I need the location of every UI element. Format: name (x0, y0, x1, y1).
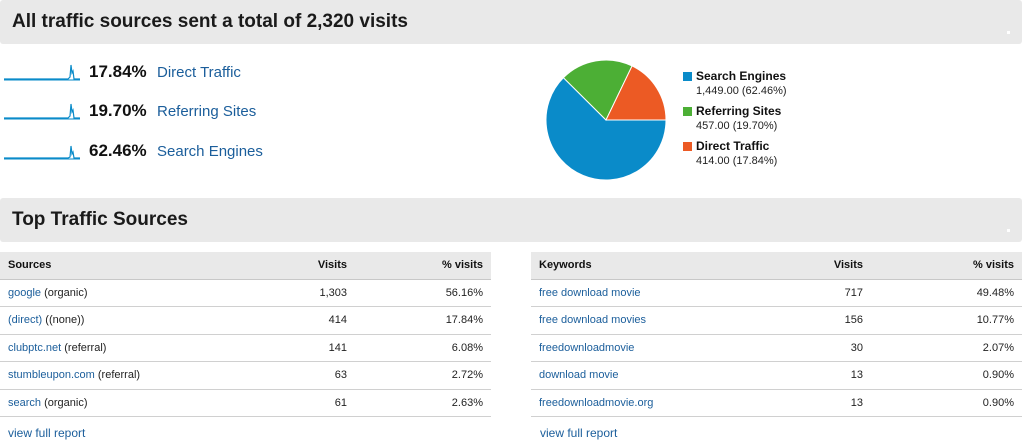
legend-value: 414.00 (17.84%) (696, 155, 778, 167)
table-row: search (organic) 61 2.63% (0, 389, 491, 417)
table-row: clubptc.net (referral) 141 6.08% (0, 334, 491, 362)
header-corner-marker (1007, 31, 1010, 34)
table-row: free download movies 156 10.77% (531, 306, 1022, 335)
visits-cell: 156 (791, 306, 871, 335)
summary-row-referring: 19.70% Referring Sites (4, 100, 304, 124)
legend-swatch (683, 142, 692, 151)
summary-link-search-engines[interactable]: Search Engines (157, 143, 263, 160)
source-medium: (organic) (41, 286, 88, 299)
source-link[interactable]: google (8, 286, 42, 299)
visits-cell: 13 (791, 389, 871, 417)
source-cell: (direct) ((none)) (0, 306, 260, 335)
keyword-cell: free download movies (531, 306, 791, 335)
source-cell: google (organic) (0, 279, 260, 307)
summary-header: All traffic sources sent a total of 2,32… (0, 0, 1022, 44)
keyword-link[interactable]: free download movies (539, 314, 647, 327)
table-row: free download movie 717 49.48% (531, 279, 1022, 307)
summary-link-referring-sites[interactable]: Referring Sites (157, 103, 257, 120)
legend-label: Search Engines (696, 69, 787, 83)
source-cell: stumbleupon.com (referral) (0, 361, 260, 390)
visits-cell: 414 (260, 306, 355, 335)
visits-cell: 30 (791, 334, 871, 362)
sources-view-full-report-link[interactable]: view full report (8, 426, 86, 440)
column-header-visits[interactable]: Visits (260, 252, 355, 280)
source-link[interactable]: search (8, 396, 42, 409)
legend-label: Referring Sites (696, 104, 782, 118)
summary-percent: 19.70% (89, 101, 147, 120)
keyword-link[interactable]: freedownloadmovie (539, 341, 635, 354)
keyword-cell: free download movie (531, 279, 791, 307)
column-header-sources[interactable]: Sources (0, 252, 260, 280)
percent-cell: 2.63% (355, 389, 491, 417)
keyword-cell: freedownloadmovie (531, 334, 791, 362)
top-sources-header: Top Traffic Sources (0, 198, 1022, 242)
summary-link-direct-traffic[interactable]: Direct Traffic (157, 64, 241, 81)
table-header-row: Sources Visits % visits (0, 252, 491, 280)
table-row: freedownloadmovie.org 13 0.90% (531, 389, 1022, 417)
table-row: (direct) ((none)) 414 17.84% (0, 306, 491, 335)
source-cell: search (organic) (0, 389, 260, 417)
keyword-link[interactable]: freedownloadmovie.org (539, 396, 654, 409)
percent-cell: 0.90% (871, 389, 1022, 417)
percent-cell: 6.08% (355, 334, 491, 362)
table-row: download movie 13 0.90% (531, 361, 1022, 390)
source-medium: (organic) (41, 396, 88, 409)
keywords-table: Keywords Visits % visits free download m… (531, 252, 1022, 417)
pie-slice-referring-sites[interactable] (562, 59, 633, 121)
visits-cell: 141 (260, 334, 355, 362)
source-cell: clubptc.net (referral) (0, 334, 260, 362)
table-row: google (organic) 1,303 56.16% (0, 279, 491, 307)
percent-cell: 10.77% (871, 306, 1022, 335)
column-header-keywords[interactable]: Keywords (531, 252, 791, 280)
column-header-percent-visits[interactable]: % visits (871, 252, 1022, 280)
source-link[interactable]: stumbleupon.com (8, 369, 95, 382)
legend-value: 457.00 (19.70%) (696, 120, 778, 132)
summary-title: All traffic sources sent a total of 2,32… (12, 11, 408, 32)
summary-row-search: 62.46% Search Engines (4, 140, 304, 164)
column-header-percent-visits[interactable]: % visits (355, 252, 491, 280)
percent-cell: 17.84% (355, 306, 491, 335)
sparkline-icon (4, 64, 80, 81)
percent-cell: 2.07% (871, 334, 1022, 362)
top-sources-title: Top Traffic Sources (12, 209, 188, 230)
legend-label: Direct Traffic (696, 139, 770, 153)
summary-percent: 17.84% (89, 62, 147, 81)
source-medium: ((none)) (42, 314, 85, 327)
percent-cell: 56.16% (355, 279, 491, 307)
header-corner-marker (1007, 229, 1010, 232)
keyword-link[interactable]: download movie (539, 369, 619, 382)
sparkline-icon (4, 145, 80, 160)
legend-value: 1,449.00 (62.46%) (696, 85, 787, 97)
source-medium: (referral) (61, 341, 107, 354)
table-row: freedownloadmovie 30 2.07% (531, 334, 1022, 362)
sparkline-icon (4, 103, 80, 120)
visits-cell: 61 (260, 389, 355, 417)
summary-row-direct: 17.84% Direct Traffic (4, 61, 304, 85)
legend-swatch (683, 107, 692, 116)
percent-cell: 49.48% (871, 279, 1022, 307)
percent-cell: 0.90% (871, 361, 1022, 390)
pie-slice-search-engines[interactable] (545, 76, 667, 181)
column-header-visits[interactable]: Visits (791, 252, 871, 280)
keyword-cell: download movie (531, 361, 791, 390)
table-row: stumbleupon.com (referral) 63 2.72% (0, 361, 491, 390)
source-link[interactable]: clubptc.net (8, 341, 62, 354)
visits-cell: 1,303 (260, 279, 355, 307)
visits-cell: 63 (260, 361, 355, 390)
pie-slice-direct-traffic[interactable] (605, 65, 667, 121)
visits-cell: 13 (791, 361, 871, 390)
visits-cell: 717 (791, 279, 871, 307)
traffic-pie-chart (545, 59, 667, 181)
keyword-link[interactable]: free download movie (539, 286, 641, 299)
table-header-row: Keywords Visits % visits (531, 252, 1022, 280)
legend-swatch (683, 72, 692, 81)
summary-percent: 62.46% (89, 141, 147, 160)
source-medium: (referral) (94, 369, 141, 382)
percent-cell: 2.72% (355, 361, 491, 390)
source-link[interactable]: (direct) (8, 314, 43, 327)
keywords-view-full-report-link[interactable]: view full report (540, 426, 618, 440)
sources-table: Sources Visits % visits google (organic)… (0, 252, 491, 417)
keyword-cell: freedownloadmovie.org (531, 389, 791, 417)
